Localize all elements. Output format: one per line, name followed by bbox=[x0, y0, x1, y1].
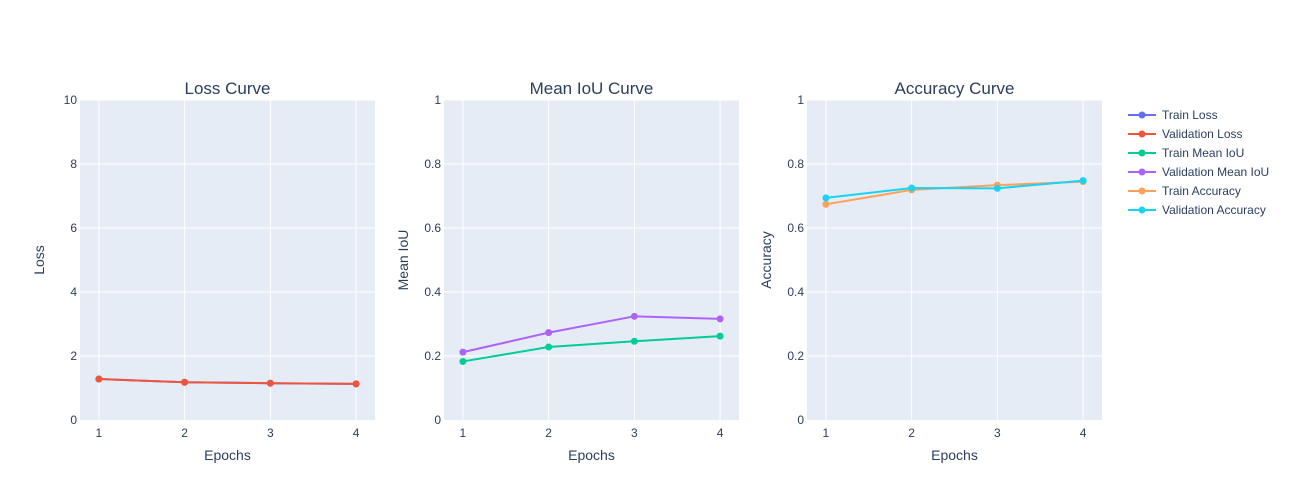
data-point[interactable] bbox=[822, 200, 830, 208]
x-tick-label: 2 bbox=[181, 426, 188, 440]
legend-label: Validation Mean IoU bbox=[1162, 165, 1269, 179]
data-point[interactable] bbox=[95, 375, 103, 383]
legend-marker-icon bbox=[1138, 130, 1146, 138]
plot-area bbox=[80, 100, 375, 420]
y-tick-label: 0.2 bbox=[787, 349, 804, 363]
y-tick-label: 0.4 bbox=[787, 285, 804, 299]
x-tick-label: 4 bbox=[717, 426, 724, 440]
legend-label: Validation Accuracy bbox=[1162, 203, 1266, 217]
data-point[interactable] bbox=[459, 357, 467, 365]
legend-item-validation-mean-iou[interactable]: Validation Mean IoU bbox=[1128, 165, 1269, 179]
data-point[interactable] bbox=[822, 194, 830, 202]
x-tick-label: 3 bbox=[631, 426, 638, 440]
x-tick-label: 1 bbox=[823, 426, 830, 440]
x-tick-label: 4 bbox=[353, 426, 360, 440]
x-tick-label: 3 bbox=[267, 426, 274, 440]
x-tick-label: 4 bbox=[1080, 426, 1087, 440]
y-tick-label: 1 bbox=[797, 93, 804, 107]
series-line bbox=[825, 179, 1084, 199]
y-tick-label: 1 bbox=[434, 93, 441, 107]
legend-marker-icon bbox=[1138, 111, 1146, 119]
legend-label: Train Mean IoU bbox=[1162, 146, 1244, 160]
y-tick-label: 2 bbox=[70, 349, 77, 363]
chart-title: Accuracy Curve bbox=[895, 79, 1015, 98]
panel-accuracy-curve: 0 0.2 0.4 0.6 0.8 1 1 2 3 4 Accuracy Curve Epochs Ac… bbox=[758, 79, 1102, 463]
series-validation-mean-iou bbox=[459, 312, 724, 356]
x-axis-label: Epochs bbox=[568, 447, 615, 463]
data-point[interactable] bbox=[908, 184, 916, 192]
y-tick-label: 0.8 bbox=[424, 157, 441, 171]
legend-item-validation-loss[interactable]: Validation Loss bbox=[1128, 127, 1243, 141]
legend-label: Train Loss bbox=[1162, 108, 1218, 122]
x-tick-label: 2 bbox=[908, 426, 915, 440]
data-point[interactable] bbox=[545, 329, 553, 337]
plot-area bbox=[807, 100, 1102, 420]
legend-item-validation-accuracy[interactable]: Validation Accuracy bbox=[1128, 203, 1266, 217]
x-tick-label: 1 bbox=[96, 426, 103, 440]
data-point[interactable] bbox=[352, 380, 360, 388]
series-train-mean-iou bbox=[459, 332, 724, 365]
y-tick-label: 0.6 bbox=[424, 221, 441, 235]
data-point[interactable] bbox=[266, 379, 274, 387]
legend-marker-icon bbox=[1138, 149, 1146, 157]
legend-marker-icon bbox=[1138, 187, 1146, 195]
series-line bbox=[98, 378, 357, 385]
legend[interactable]: Train Loss Validation Loss Train Mean IoU V… bbox=[1128, 108, 1269, 217]
legend-item-train-mean-iou[interactable]: Train Mean IoU bbox=[1128, 146, 1244, 160]
data-point[interactable] bbox=[993, 184, 1001, 192]
plot-area bbox=[444, 100, 739, 420]
y-axis-label: Loss bbox=[31, 245, 47, 275]
y-tick-label: 0 bbox=[434, 413, 441, 427]
y-tick-label: 0.6 bbox=[787, 221, 804, 235]
series-validation-accuracy bbox=[822, 177, 1087, 202]
x-axis-label: Epochs bbox=[204, 447, 251, 463]
data-point[interactable] bbox=[1079, 177, 1087, 185]
x-tick-label: 1 bbox=[460, 426, 467, 440]
legend-item-train-accuracy[interactable]: Train Accuracy bbox=[1128, 184, 1241, 198]
data-point[interactable] bbox=[630, 312, 638, 320]
y-tick-label: 8 bbox=[70, 157, 77, 171]
panel-mean-iou-curve: 0 0.2 0.4 0.6 0.8 1 1 2 3 4 Mean IoU Curve Epochs Me… bbox=[395, 79, 739, 463]
y-tick-label: 0.8 bbox=[787, 157, 804, 171]
y-tick-label: 6 bbox=[70, 221, 77, 235]
y-tick-label: 10 bbox=[64, 93, 78, 107]
y-tick-label: 0.2 bbox=[424, 349, 441, 363]
y-axis-label: Mean IoU bbox=[395, 230, 411, 291]
y-tick-label: 4 bbox=[70, 285, 77, 299]
x-axis-label: Epochs bbox=[931, 447, 978, 463]
data-point[interactable] bbox=[716, 315, 724, 323]
y-tick-label: 0 bbox=[70, 413, 77, 427]
series-validation-loss bbox=[95, 375, 360, 388]
y-axis-label: Accuracy bbox=[758, 231, 774, 289]
legend-label: Train Accuracy bbox=[1162, 184, 1241, 198]
chart-title: Loss Curve bbox=[185, 79, 271, 98]
data-point[interactable] bbox=[459, 348, 467, 356]
data-point[interactable] bbox=[181, 378, 189, 386]
series-line bbox=[462, 315, 721, 354]
y-tick-label: 0 bbox=[797, 413, 804, 427]
legend-item-train-loss[interactable]: Train Loss bbox=[1128, 108, 1218, 122]
data-point[interactable] bbox=[630, 337, 638, 345]
legend-marker-icon bbox=[1138, 168, 1146, 176]
series-line bbox=[462, 335, 721, 363]
x-tick-label: 3 bbox=[994, 426, 1001, 440]
x-tick-label: 2 bbox=[545, 426, 552, 440]
legend-marker-icon bbox=[1138, 206, 1146, 214]
chart-title: Mean IoU Curve bbox=[530, 79, 654, 98]
legend-label: Validation Loss bbox=[1162, 127, 1243, 141]
data-point[interactable] bbox=[545, 343, 553, 351]
data-point[interactable] bbox=[716, 332, 724, 340]
y-tick-label: 0.4 bbox=[424, 285, 441, 299]
